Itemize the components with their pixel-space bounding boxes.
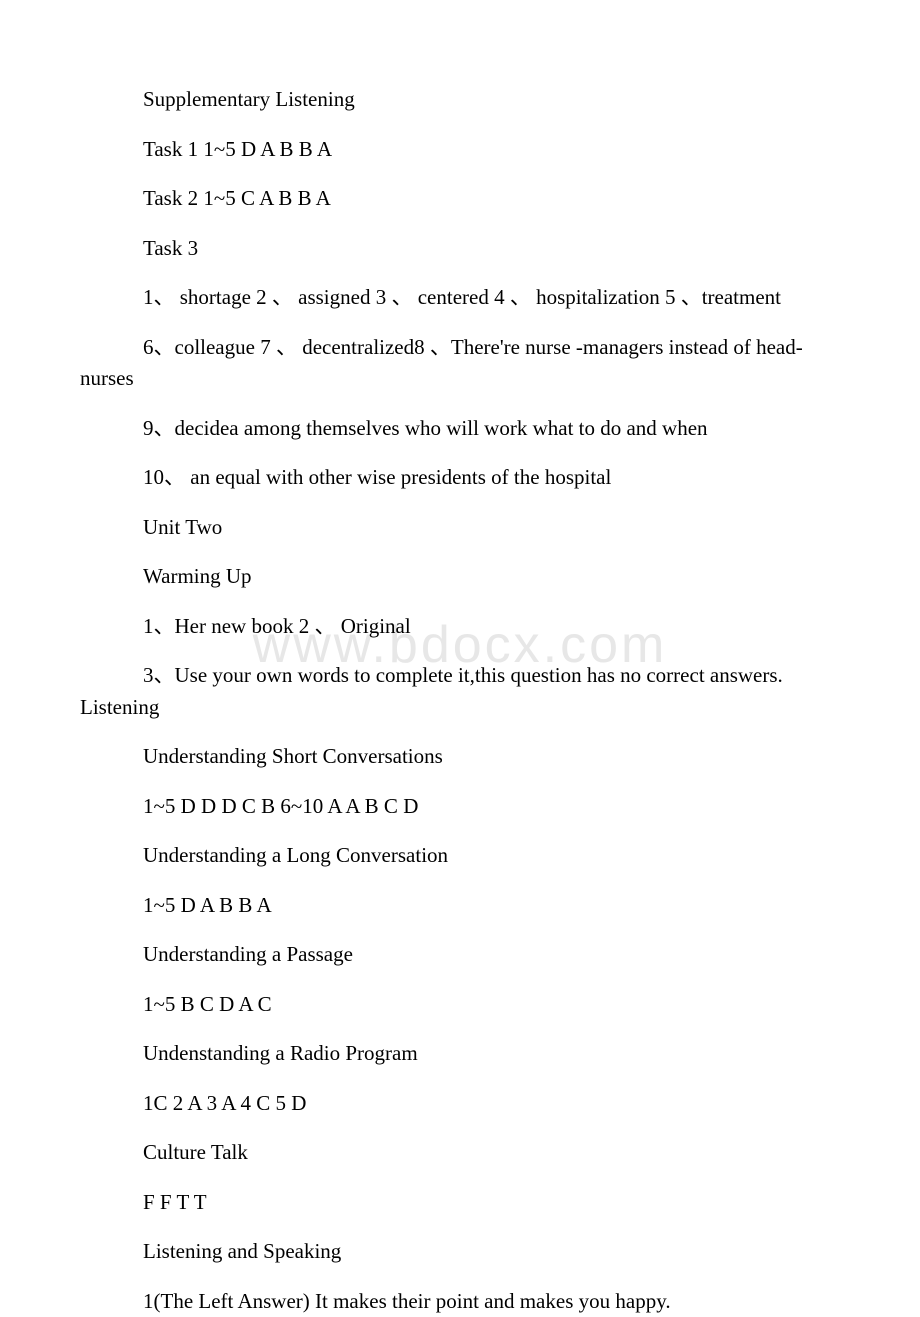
text-line: 1~5 D A B B A [80,890,840,922]
text-line: 3、Use your own words to complete it,this… [80,660,840,723]
text-line: Undenstanding a Radio Program [80,1038,840,1070]
text-line: Task 1 1~5 D A B B A [80,134,840,166]
text-line: Understanding a Long Conversation [80,840,840,872]
text-line: 1~5 D D D C B 6~10 A A B C D [80,791,840,823]
text-line: Task 3 [80,233,840,265]
text-line: 1C 2 A 3 A 4 C 5 D [80,1088,840,1120]
text-line: F F T T [80,1187,840,1219]
text-line: Understanding Short Conversations [80,741,840,773]
text-line: 1、 shortage 2 、 assigned 3 、 centered 4 … [80,282,840,314]
text-line: Task 2 1~5 C A B B A [80,183,840,215]
text-line: 1~5 B C D A C [80,989,840,1021]
text-line: Unit Two [80,512,840,544]
text-line: 9、decidea among themselves who will work… [80,413,840,445]
text-line: Understanding a Passage [80,939,840,971]
text-line: 6、colleague 7 、 decentralized8 、There're… [80,332,840,395]
text-line: 1、Her new book 2 、 Original [80,611,840,643]
text-line: Culture Talk [80,1137,840,1169]
document-content: Supplementary Listening Task 1 1~5 D A B… [80,84,840,1317]
text-line: Listening and Speaking [80,1236,840,1268]
text-line: Warming Up [80,561,840,593]
text-line: 10、 an equal with other wise presidents … [80,462,840,494]
text-line: 1(The Left Answer) It makes their point … [80,1286,840,1317]
text-line: Supplementary Listening [80,84,840,116]
